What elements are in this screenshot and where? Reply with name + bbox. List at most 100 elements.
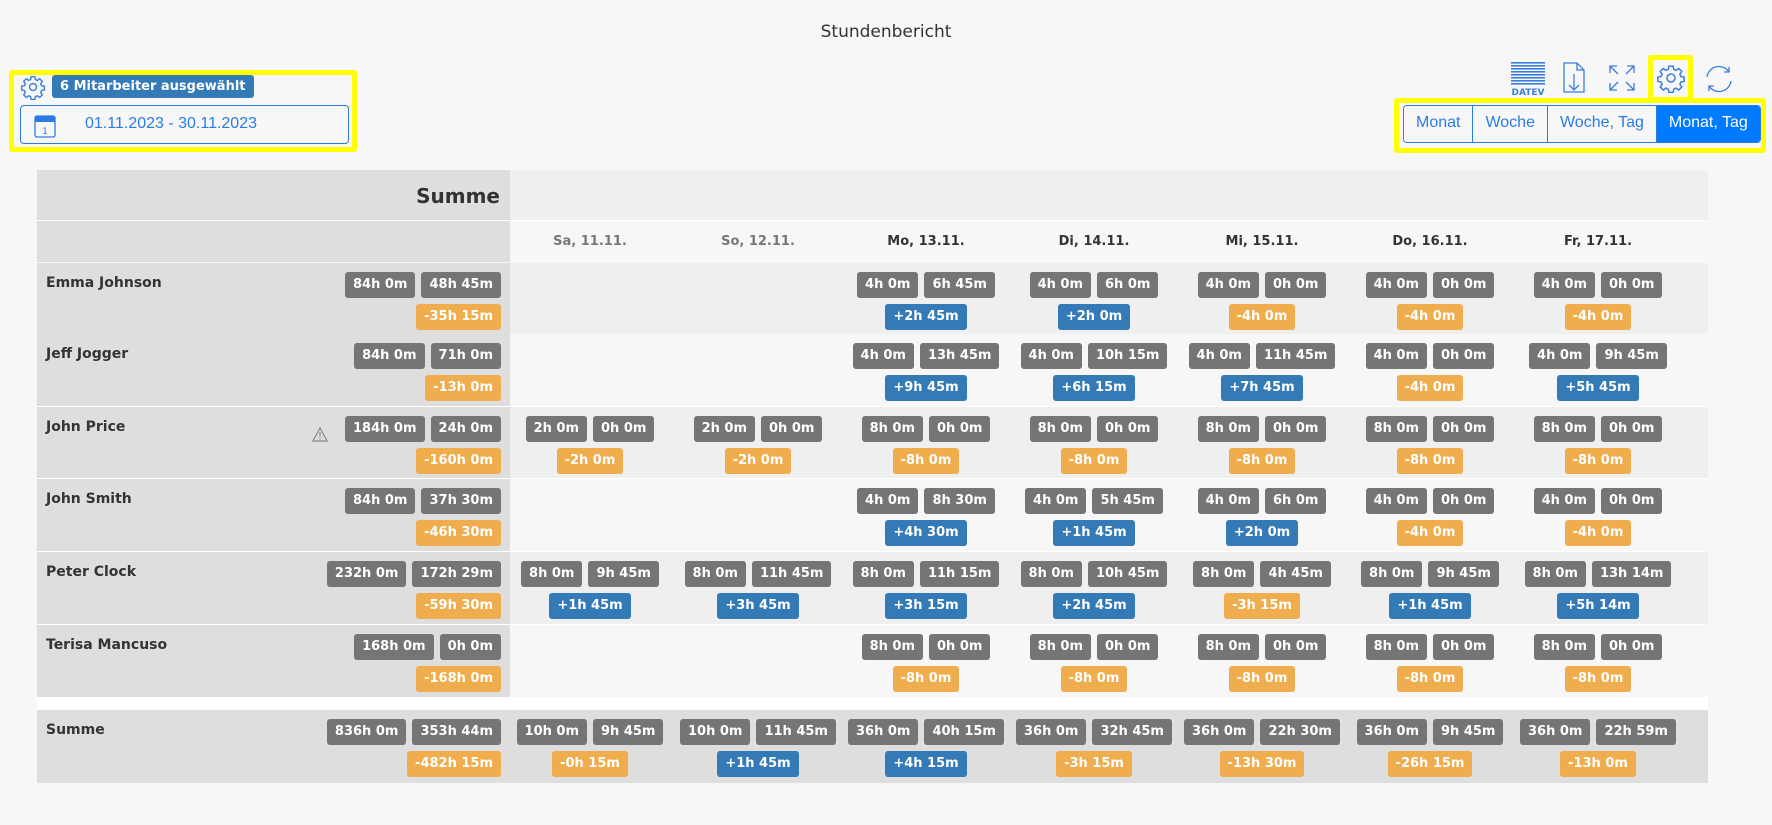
employee-settings-icon[interactable] [20,74,46,101]
day-cell[interactable]: 8h 0m 11h 45m +3h 45m [674,552,842,624]
difference-pill: +9h 45m [885,375,967,401]
actual-hours-pill: 0h 0m [1601,272,1663,298]
view-mode-woche[interactable]: Woche [1472,106,1547,142]
spacer [37,698,1708,710]
actual-hours-pill: 0h 0m [1433,343,1495,369]
target-hours-pill: 4h 0m [1529,343,1591,369]
day-cell[interactable]: 8h 0m 10h 45m +2h 45m [1010,552,1178,624]
difference-pill: -2h 0m [724,448,792,474]
employee-total-cell: Summe 836h 0m 353h 44m -482h 15m [37,710,510,783]
fullscreen-icon[interactable] [1608,64,1636,92]
difference-pill: -35h 15m [416,304,501,330]
difference-pill: -8h 0m [1564,666,1632,692]
employee-name[interactable]: Terisa Mancuso [46,637,168,653]
day-cell[interactable]: 4h 0m 6h 0m +2h 0m [1178,479,1346,551]
selected-employees-badge[interactable]: 6 Mitarbeiter ausgewählt [52,75,254,98]
day-cell[interactable]: 8h 0m 0h 0m -8h 0m [1514,407,1682,478]
refresh-icon[interactable] [1703,64,1735,94]
difference-pill: -8h 0m [1396,666,1464,692]
difference-pill: -4h 0m [1228,304,1296,330]
employee-name[interactable]: Peter Clock [46,564,137,580]
day-cell[interactable]: 4h 0m 0h 0m -4h 0m [1514,479,1682,551]
actual-hours-pill: 5h 45m [1092,488,1163,514]
date-header-blank [37,221,510,262]
date-header-row: Sa, 11.11. So, 12.11. Mo, 13.11. Di, 14.11.… [37,221,1708,262]
target-hours-pill: 4h 0m [1188,343,1250,369]
date-range-picker[interactable]: 1 01.11.2023 - 30.11.2023 [20,105,349,144]
target-hours-pill: 2h 0m [525,416,587,442]
employee-name[interactable]: John Smith [46,491,132,507]
day-cell[interactable]: 4h 0m 6h 45m +2h 45m [842,263,1010,334]
actual-hours-pill: 0h 0m [1265,416,1327,442]
actual-hours-pill: 0h 0m [1433,488,1495,514]
actual-hours-pill: 0h 0m [1601,488,1663,514]
datev-export-icon[interactable]: DATEV [1510,62,1546,98]
day-cell[interactable]: 4h 0m 0h 0m -4h 0m [1346,334,1514,406]
difference-pill: -4h 0m [1564,520,1632,546]
difference-pill: -26h 15m [1387,751,1473,777]
day-cell[interactable]: 4h 0m 10h 15m +6h 15m [1010,334,1178,406]
day-cell[interactable]: 4h 0m 11h 45m +7h 45m [1178,334,1346,406]
day-cell[interactable]: 8h 0m 0h 0m -8h 0m [842,407,1010,478]
day-cell[interactable]: 8h 0m 11h 15m +3h 15m [842,552,1010,624]
day-cell[interactable]: 4h 0m 0h 0m -4h 0m [1514,263,1682,334]
day-cell[interactable]: 8h 0m 0h 0m -8h 0m [1346,625,1514,697]
day-cell[interactable]: 4h 0m 8h 30m +4h 30m [842,479,1010,551]
actual-hours-pill: 37h 30m [421,488,501,514]
target-hours-pill: 168h 0m [354,634,434,660]
day-cell[interactable]: 8h 0m 9h 45m +1h 45m [1346,552,1514,624]
day-cell[interactable]: 8h 0m 0h 0m -8h 0m [1010,625,1178,697]
view-mode-woche-tag[interactable]: Woche, Tag [1546,106,1656,142]
day-cell[interactable]: 10h 0m 9h 45m -0h 15m [506,710,674,783]
svg-text:1: 1 [42,127,48,137]
day-cell[interactable]: 4h 0m 0h 0m -4h 0m [1346,263,1514,334]
employee-name[interactable]: Emma Johnson [46,275,162,291]
difference-pill: -4h 0m [1564,304,1632,330]
view-mode-monat[interactable]: Monat [1404,106,1473,142]
employee-name[interactable]: Jeff Jogger [46,346,129,362]
day-cell[interactable]: 8h 0m 0h 0m -8h 0m [842,625,1010,697]
day-cell[interactable]: 4h 0m 0h 0m -4h 0m [1346,479,1514,551]
difference-pill: +5h 45m [1557,375,1639,401]
difference-pill: +2h 0m [1057,304,1131,330]
target-hours-pill: 8h 0m [1193,561,1255,587]
target-hours-pill: 8h 0m [1020,561,1082,587]
actual-hours-pill: 0h 0m [761,416,823,442]
actual-hours-pill: 8h 30m [924,488,995,514]
day-cell[interactable]: 4h 0m 6h 0m +2h 0m [1010,263,1178,334]
view-mode-monat-tag[interactable]: Monat, Tag [1655,106,1760,142]
day-cell[interactable]: 2h 0m 0h 0m -2h 0m [506,407,674,478]
day-cell[interactable]: 4h 0m 9h 45m +5h 45m [1514,334,1682,406]
day-cell[interactable]: 2h 0m 0h 0m -2h 0m [674,407,842,478]
employee-total-cell: Jeff Jogger 84h 0m 71h 0m -13h 0m [37,334,510,406]
download-icon[interactable] [1562,62,1586,94]
settings-icon[interactable] [1656,63,1686,94]
day-cell[interactable]: 8h 0m 0h 0m -8h 0m [1346,407,1514,478]
day-cell[interactable]: 4h 0m 5h 45m +1h 45m [1010,479,1178,551]
day-cell[interactable]: 8h 0m 0h 0m -8h 0m [1178,625,1346,697]
difference-pill: -2h 0m [556,448,624,474]
employee-name[interactable]: John Price [46,419,126,435]
target-hours-pill: 8h 0m [1197,416,1259,442]
target-hours-pill: 8h 0m [684,561,746,587]
day-cell[interactable]: 8h 0m 0h 0m -8h 0m [1010,407,1178,478]
page-title: Stundenbericht [820,22,952,42]
day-cell[interactable]: 36h 0m 22h 59m -13h 0m [1514,710,1682,783]
day-cell[interactable]: 4h 0m 0h 0m -4h 0m [1178,263,1346,334]
sum-header-cell: Summe [37,170,510,220]
day-cell[interactable]: 36h 0m 32h 45m -3h 15m [1010,710,1178,783]
day-cell[interactable]: 8h 0m 13h 14m +5h 14m [1514,552,1682,624]
day-cell[interactable]: 36h 0m 40h 15m +4h 15m [842,710,1010,783]
day-cell[interactable]: 4h 0m 13h 45m +9h 45m [842,334,1010,406]
employee-total-cell: Terisa Mancuso 168h 0m 0h 0m -168h 0m [37,625,510,697]
day-cell[interactable]: 8h 0m 0h 0m -8h 0m [1178,407,1346,478]
day-cell[interactable]: 8h 0m 9h 45m +1h 45m [506,552,674,624]
day-cell[interactable]: 8h 0m 4h 45m -3h 15m [1178,552,1346,624]
day-cell[interactable]: 8h 0m 0h 0m -8h 0m [1514,625,1682,697]
day-cell[interactable]: 36h 0m 9h 45m -26h 15m [1346,710,1514,783]
difference-pill: -8h 0m [892,666,960,692]
table-row: John Smith 84h 0m 37h 30m -46h 30m 4h 0m 8h 3… [37,479,1708,552]
day-cell[interactable]: 10h 0m 11h 45m +1h 45m [674,710,842,783]
table-header-row: Summe [37,170,1708,221]
day-cell[interactable]: 36h 0m 22h 30m -13h 30m [1178,710,1346,783]
